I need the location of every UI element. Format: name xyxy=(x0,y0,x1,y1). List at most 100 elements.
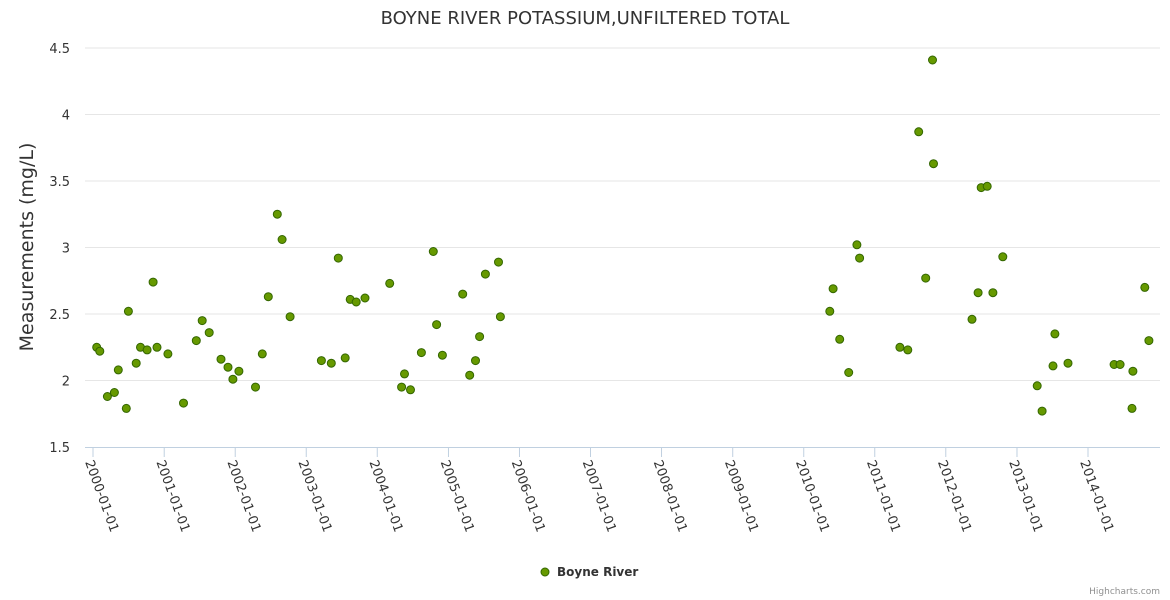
y-tick-label: 1.5 xyxy=(49,441,70,456)
data-point[interactable] xyxy=(1127,403,1137,413)
data-point[interactable] xyxy=(929,159,938,169)
data-point[interactable] xyxy=(921,273,931,283)
data-point[interactable] xyxy=(397,382,407,392)
data-point[interactable] xyxy=(316,356,326,366)
data-point[interactable] xyxy=(285,312,295,322)
data-point[interactable] xyxy=(432,320,442,330)
data-point[interactable] xyxy=(360,293,370,303)
data-point[interactable] xyxy=(163,349,173,359)
x-tick-label: 2006-01-01 xyxy=(508,458,548,534)
data-point[interactable] xyxy=(828,284,838,294)
data-point[interactable] xyxy=(895,342,905,352)
legend[interactable]: Boyne River xyxy=(540,565,638,579)
series-boyne-river[interactable] xyxy=(92,55,1154,416)
data-point[interactable] xyxy=(1144,336,1154,346)
x-tick-label: 2002-01-01 xyxy=(223,458,263,534)
grid-lines xyxy=(85,47,1160,381)
data-point[interactable] xyxy=(494,257,503,267)
data-point[interactable] xyxy=(204,328,214,338)
data-point[interactable] xyxy=(95,346,105,356)
data-point[interactable] xyxy=(475,332,485,342)
data-point[interactable] xyxy=(326,358,336,368)
data-point[interactable] xyxy=(191,336,201,346)
data-point[interactable] xyxy=(406,385,415,395)
data-point[interactable] xyxy=(1128,366,1138,376)
data-point[interactable] xyxy=(1050,329,1060,339)
data-point[interactable] xyxy=(400,369,409,379)
x-tick-label: 2004-01-01 xyxy=(365,458,405,534)
legend-item-boyne-river[interactable]: Boyne River xyxy=(557,565,638,579)
x-tick-label: 2012-01-01 xyxy=(934,458,974,534)
data-point[interactable] xyxy=(416,348,426,358)
data-point[interactable] xyxy=(228,374,238,384)
data-point[interactable] xyxy=(458,289,468,299)
data-point[interactable] xyxy=(333,253,343,263)
data-point[interactable] xyxy=(351,297,361,307)
x-tick-label: 2001-01-01 xyxy=(152,458,192,534)
data-point[interactable] xyxy=(844,368,854,377)
data-point[interactable] xyxy=(142,345,152,355)
data-point[interactable] xyxy=(179,398,188,408)
data-point[interactable] xyxy=(928,55,937,65)
data-point[interactable] xyxy=(465,370,475,380)
data-point[interactable] xyxy=(1037,406,1047,416)
data-point[interactable] xyxy=(385,278,395,288)
data-point[interactable] xyxy=(852,240,862,250)
data-point[interactable] xyxy=(123,306,133,316)
legend-marker-icon[interactable] xyxy=(540,567,550,577)
x-tick-label: 2009-01-01 xyxy=(721,458,761,534)
data-point[interactable] xyxy=(102,392,112,401)
data-point[interactable] xyxy=(109,388,119,397)
data-point[interactable] xyxy=(340,353,350,363)
data-point[interactable] xyxy=(1140,282,1150,292)
data-point[interactable] xyxy=(263,292,273,302)
data-point[interactable] xyxy=(257,349,267,359)
chart-title: BOYNE RIVER POTASSIUM,UNFILTERED TOTAL xyxy=(381,8,790,29)
x-tick-label: 2005-01-01 xyxy=(437,458,477,534)
data-point[interactable] xyxy=(835,334,845,344)
data-point[interactable] xyxy=(967,314,977,324)
data-point[interactable] xyxy=(480,269,490,279)
data-point[interactable] xyxy=(471,356,480,366)
y-tick-label: 3.5 xyxy=(49,175,70,190)
data-point[interactable] xyxy=(197,316,207,326)
x-tick-label: 2011-01-01 xyxy=(863,458,903,534)
data-point[interactable] xyxy=(121,403,131,413)
data-point[interactable] xyxy=(277,235,287,244)
data-point[interactable] xyxy=(148,277,158,287)
credits-link[interactable]: Highcharts.com xyxy=(1089,587,1160,597)
x-tick-label: 2013-01-01 xyxy=(1005,458,1045,534)
data-point[interactable] xyxy=(223,362,233,372)
data-point[interactable] xyxy=(1032,381,1042,391)
data-point[interactable] xyxy=(152,342,162,352)
data-point[interactable] xyxy=(428,247,438,256)
data-point[interactable] xyxy=(113,365,123,375)
data-point[interactable] xyxy=(982,181,992,191)
data-point[interactable] xyxy=(825,306,835,316)
y-tick-label: 4.5 xyxy=(49,42,70,57)
data-point[interactable] xyxy=(272,209,282,219)
y-tick-label: 2.5 xyxy=(49,308,70,323)
data-point[interactable] xyxy=(988,288,998,298)
data-point[interactable] xyxy=(1048,361,1058,371)
y-axis-label: Measurements (mg/L) xyxy=(16,143,38,352)
data-point[interactable] xyxy=(216,354,226,364)
data-point[interactable] xyxy=(131,358,141,368)
data-point[interactable] xyxy=(855,253,865,263)
x-tick-label: 2000-01-01 xyxy=(81,458,121,534)
x-tick-label: 2010-01-01 xyxy=(792,458,832,534)
x-tick-label: 2003-01-01 xyxy=(294,458,334,534)
y-axis-ticks: 1.5 2 2.5 3 3.5 4 4.5 xyxy=(49,42,70,456)
data-point[interactable] xyxy=(234,366,244,376)
data-point[interactable] xyxy=(973,288,983,298)
data-point[interactable] xyxy=(437,350,447,360)
data-point[interactable] xyxy=(998,252,1008,262)
data-point[interactable] xyxy=(251,382,260,392)
data-point[interactable] xyxy=(903,345,913,355)
y-tick-label: 2 xyxy=(62,375,70,390)
data-point[interactable] xyxy=(1063,358,1073,368)
data-point[interactable] xyxy=(914,127,924,137)
data-point[interactable] xyxy=(1115,360,1125,369)
data-point[interactable] xyxy=(495,312,505,322)
